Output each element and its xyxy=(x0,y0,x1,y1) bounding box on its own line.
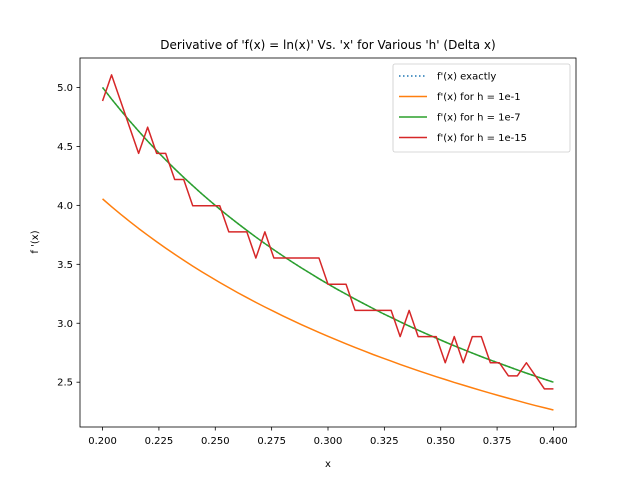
x-tick-label: 0.275 xyxy=(257,436,286,447)
y-tick-label: 3.0 xyxy=(57,319,73,330)
y-axis-ticks: 2.5 3.0 3.5 4.0 4.5 5.0 xyxy=(57,83,80,389)
legend-label-2: f'(x) for h = 1e-7 xyxy=(437,113,521,124)
y-axis-label: f '(x) xyxy=(30,230,41,253)
y-tick-label: 5.0 xyxy=(57,83,73,94)
x-tick-label: 0.200 xyxy=(88,436,117,447)
legend: f'(x) exactly f'(x) for h = 1e-1 f'(x) for… xyxy=(392,63,571,153)
y-tick-label: 4.0 xyxy=(57,201,73,212)
x-axis-ticks: 0.200 0.225 0.250 0.275 0.300 0.325 0.350 0.375… xyxy=(88,427,568,447)
y-tick-label: 2.5 xyxy=(57,378,73,389)
chart-title: Derivative of 'f(x) = ln(x)' Vs. 'x' for… xyxy=(160,38,495,52)
x-tick-label: 0.375 xyxy=(483,436,512,447)
x-tick-label: 0.250 xyxy=(201,436,230,447)
x-tick-label: 0.400 xyxy=(539,436,568,447)
legend-label-0: f'(x) exactly xyxy=(437,72,496,83)
x-tick-label: 0.225 xyxy=(145,436,174,447)
legend-label-1: f'(x) for h = 1e-1 xyxy=(437,92,521,103)
y-tick-label: 3.5 xyxy=(57,260,73,271)
legend-label-3: f'(x) for h = 1e-15 xyxy=(437,133,527,144)
x-tick-label: 0.325 xyxy=(370,436,399,447)
x-tick-label: 0.300 xyxy=(314,436,343,447)
series-line-1 xyxy=(102,198,554,411)
y-tick-label: 4.5 xyxy=(57,142,73,153)
x-axis-label: x xyxy=(325,459,331,470)
series-line-3 xyxy=(101,74,554,390)
legend-box xyxy=(392,63,571,153)
plot-lines xyxy=(101,74,554,411)
x-tick-label: 0.350 xyxy=(426,436,455,447)
